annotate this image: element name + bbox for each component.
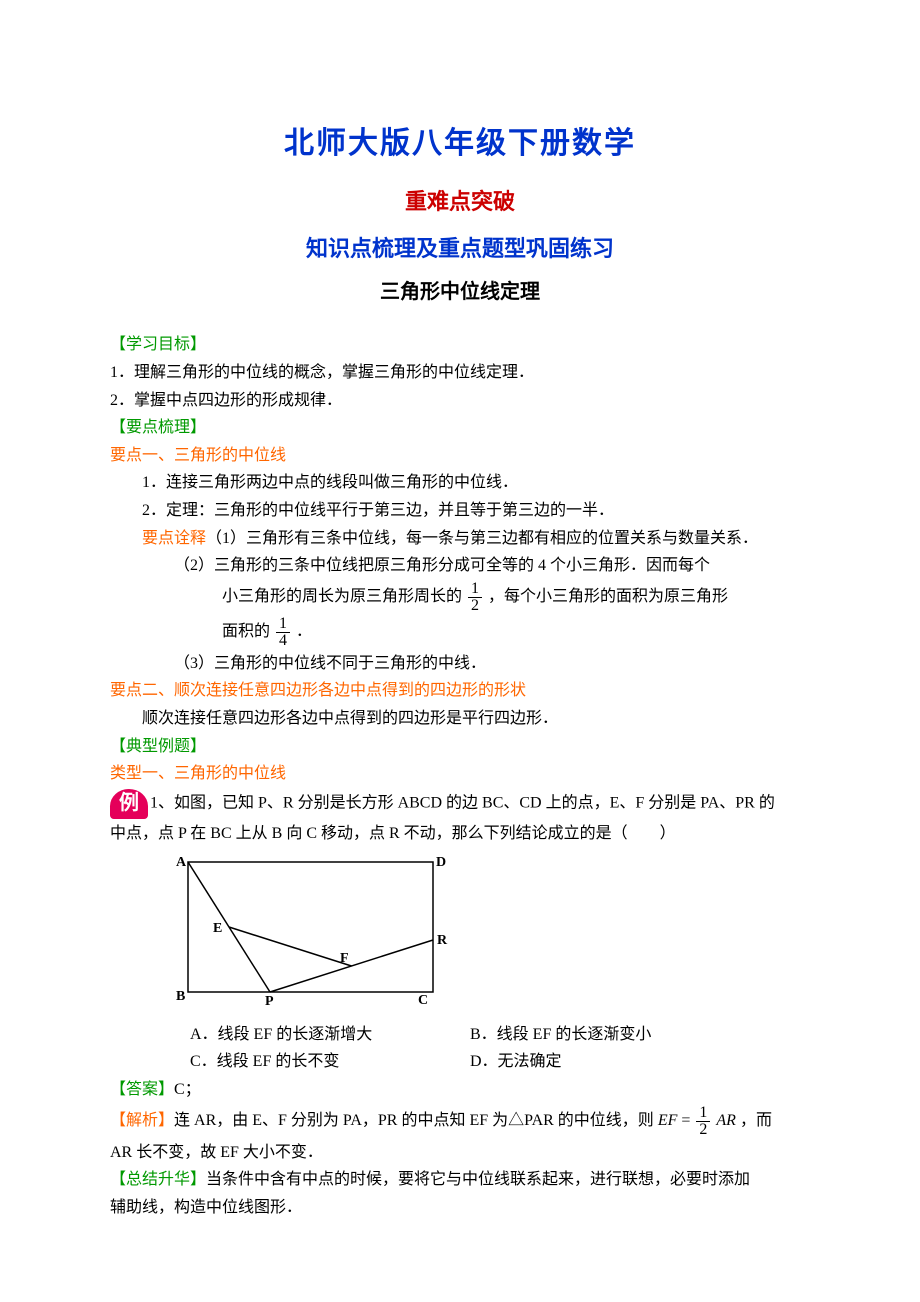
note-label: 要点诠释 <box>142 530 206 547</box>
summary-text: 辅助线，构造中位线图形． <box>110 1195 810 1221</box>
fraction-den: 2 <box>696 1122 710 1138</box>
svg-text:E: E <box>213 921 222 936</box>
option-b: B．线段 EF 的长逐渐变小 <box>470 1022 750 1048</box>
pt1-note-1: 要点诠释（1）三角形有三条中位线，每一条与第三边都有相应的位置关系与数量关系． <box>110 526 810 552</box>
comb-heading: 【要点梳理】 <box>110 415 810 441</box>
fraction-den: 2 <box>468 598 482 614</box>
goal-item: 1．理解三角形的中位线的概念，掌握三角形的中位线定理． <box>110 360 810 386</box>
svg-text:B: B <box>176 989 185 1004</box>
document-page: 北师大版八年级下册数学 重难点突破 知识点梳理及重点题型巩固练习 三角形中位线定… <box>0 0 920 1302</box>
fraction-num: 1 <box>468 581 482 598</box>
summary-label: 【总结升华】 <box>110 1171 206 1188</box>
answer-label: 【答案】 <box>110 1081 174 1098</box>
note-text: （1）三角形有三条中位线，每一条与第三边都有相应的位置关系与数量关系． <box>206 530 758 547</box>
pt2-heading: 要点二、顺次连接任意四边形各边中点得到的四边形的形状 <box>110 678 810 704</box>
pt1-note-2b: 小三角形的周长为原三角形周长的 1 2 ，每个小三角形的面积为原三角形 <box>110 581 810 614</box>
question-1: 例1、如图，已知 P、R 分别是长方形 ABCD 的边 BC、CD 上的点，E、… <box>110 789 810 819</box>
note-text: 小三角形的周长为原三角形周长的 <box>222 588 462 605</box>
question-text: 中点，点 P 在 BC 上从 B 向 C 移动，点 R 不动，那么下列结论成立的… <box>110 821 810 847</box>
svg-text:F: F <box>340 951 349 966</box>
fraction-num: 1 <box>276 616 290 633</box>
pt1-note-2a: （2）三角形的三条中位线把原三角形分成可全等的 4 个小三角形．因而每个 <box>110 553 810 579</box>
eq-sign: = <box>677 1112 694 1129</box>
svg-text:A: A <box>176 855 187 870</box>
pt2-body: 顺次连接任意四边形各边中点得到的四边形是平行四边形． <box>110 706 810 732</box>
geometry-figure: A D B C P R E F <box>170 852 810 1016</box>
answer-value: C； <box>174 1081 201 1098</box>
example-badge-icon: 例 <box>110 789 148 819</box>
analysis-text: 连 AR，由 E、F 分别为 PA，PR 的中点知 EF 为△PAR 的中位线，… <box>174 1112 658 1129</box>
fraction-den: 4 <box>276 633 290 649</box>
pt1-item: 2．定理：三角形的中位线平行于第三边，并且等于第三边的一半． <box>110 498 810 524</box>
option-d: D．无法确定 <box>470 1049 750 1075</box>
analysis-text: ，而 <box>736 1112 772 1129</box>
pt1-heading: 要点一、三角形的中位线 <box>110 443 810 469</box>
title-sub2: 知识点梳理及重点题型巩固练习 <box>110 231 810 266</box>
svg-text:P: P <box>265 994 274 1007</box>
summary-line: 【总结升华】当条件中含有中点的时候，要将它与中位线联系起来，进行联想，必要时添加 <box>110 1167 810 1193</box>
fraction-half: 1 2 <box>468 581 482 614</box>
options-block: A．线段 EF 的长逐渐增大 B．线段 EF 的长逐渐变小 C．线段 EF 的长… <box>110 1022 810 1077</box>
fraction-half: 1 2 <box>696 1105 710 1138</box>
summary-text: 当条件中含有中点的时候，要将它与中位线联系起来，进行联想，必要时添加 <box>206 1171 750 1188</box>
analysis-line: 【解析】连 AR，由 E、F 分别为 PA，PR 的中点知 EF 为△PAR 的… <box>110 1105 810 1138</box>
goal-heading: 【学习目标】 <box>110 332 810 358</box>
pt1-item: 1．连接三角形两边中点的线段叫做三角形的中位线． <box>110 470 810 496</box>
pt1-note-3: （3）三角形的中位线不同于三角形的中线． <box>110 651 810 677</box>
svg-text:R: R <box>437 933 448 948</box>
type1-heading: 类型一、三角形的中位线 <box>110 761 810 787</box>
svg-text:D: D <box>436 855 446 870</box>
svg-text:C: C <box>418 993 428 1007</box>
answer-line: 【答案】C； <box>110 1077 810 1103</box>
title-sub3: 三角形中位线定理 <box>110 276 810 308</box>
eq-lhs: EF <box>658 1112 678 1129</box>
title-sub1: 重难点突破 <box>110 184 810 219</box>
fraction-quarter: 1 4 <box>276 616 290 649</box>
analysis-label: 【解析】 <box>110 1112 174 1129</box>
note-text: ． <box>296 623 312 640</box>
option-a: A．线段 EF 的长逐渐增大 <box>190 1022 470 1048</box>
note-text: 面积的 <box>222 623 270 640</box>
pt1-note-2c: 面积的 1 4 ． <box>110 616 810 649</box>
analysis-text: AR 长不变，故 EF 大小不变． <box>110 1140 810 1166</box>
title-main: 北师大版八年级下册数学 <box>110 120 810 168</box>
fraction-num: 1 <box>696 1105 710 1122</box>
note-text: ，每个小三角形的面积为原三角形 <box>488 588 728 605</box>
example-heading: 【典型例题】 <box>110 734 810 760</box>
eq-rhs: AR <box>716 1112 736 1129</box>
question-text: 1、如图，已知 P、R 分别是长方形 ABCD 的边 BC、CD 上的点，E、F… <box>150 794 775 811</box>
option-c: C．线段 EF 的长不变 <box>190 1049 470 1075</box>
goal-item: 2．掌握中点四边形的形成规律． <box>110 388 810 414</box>
